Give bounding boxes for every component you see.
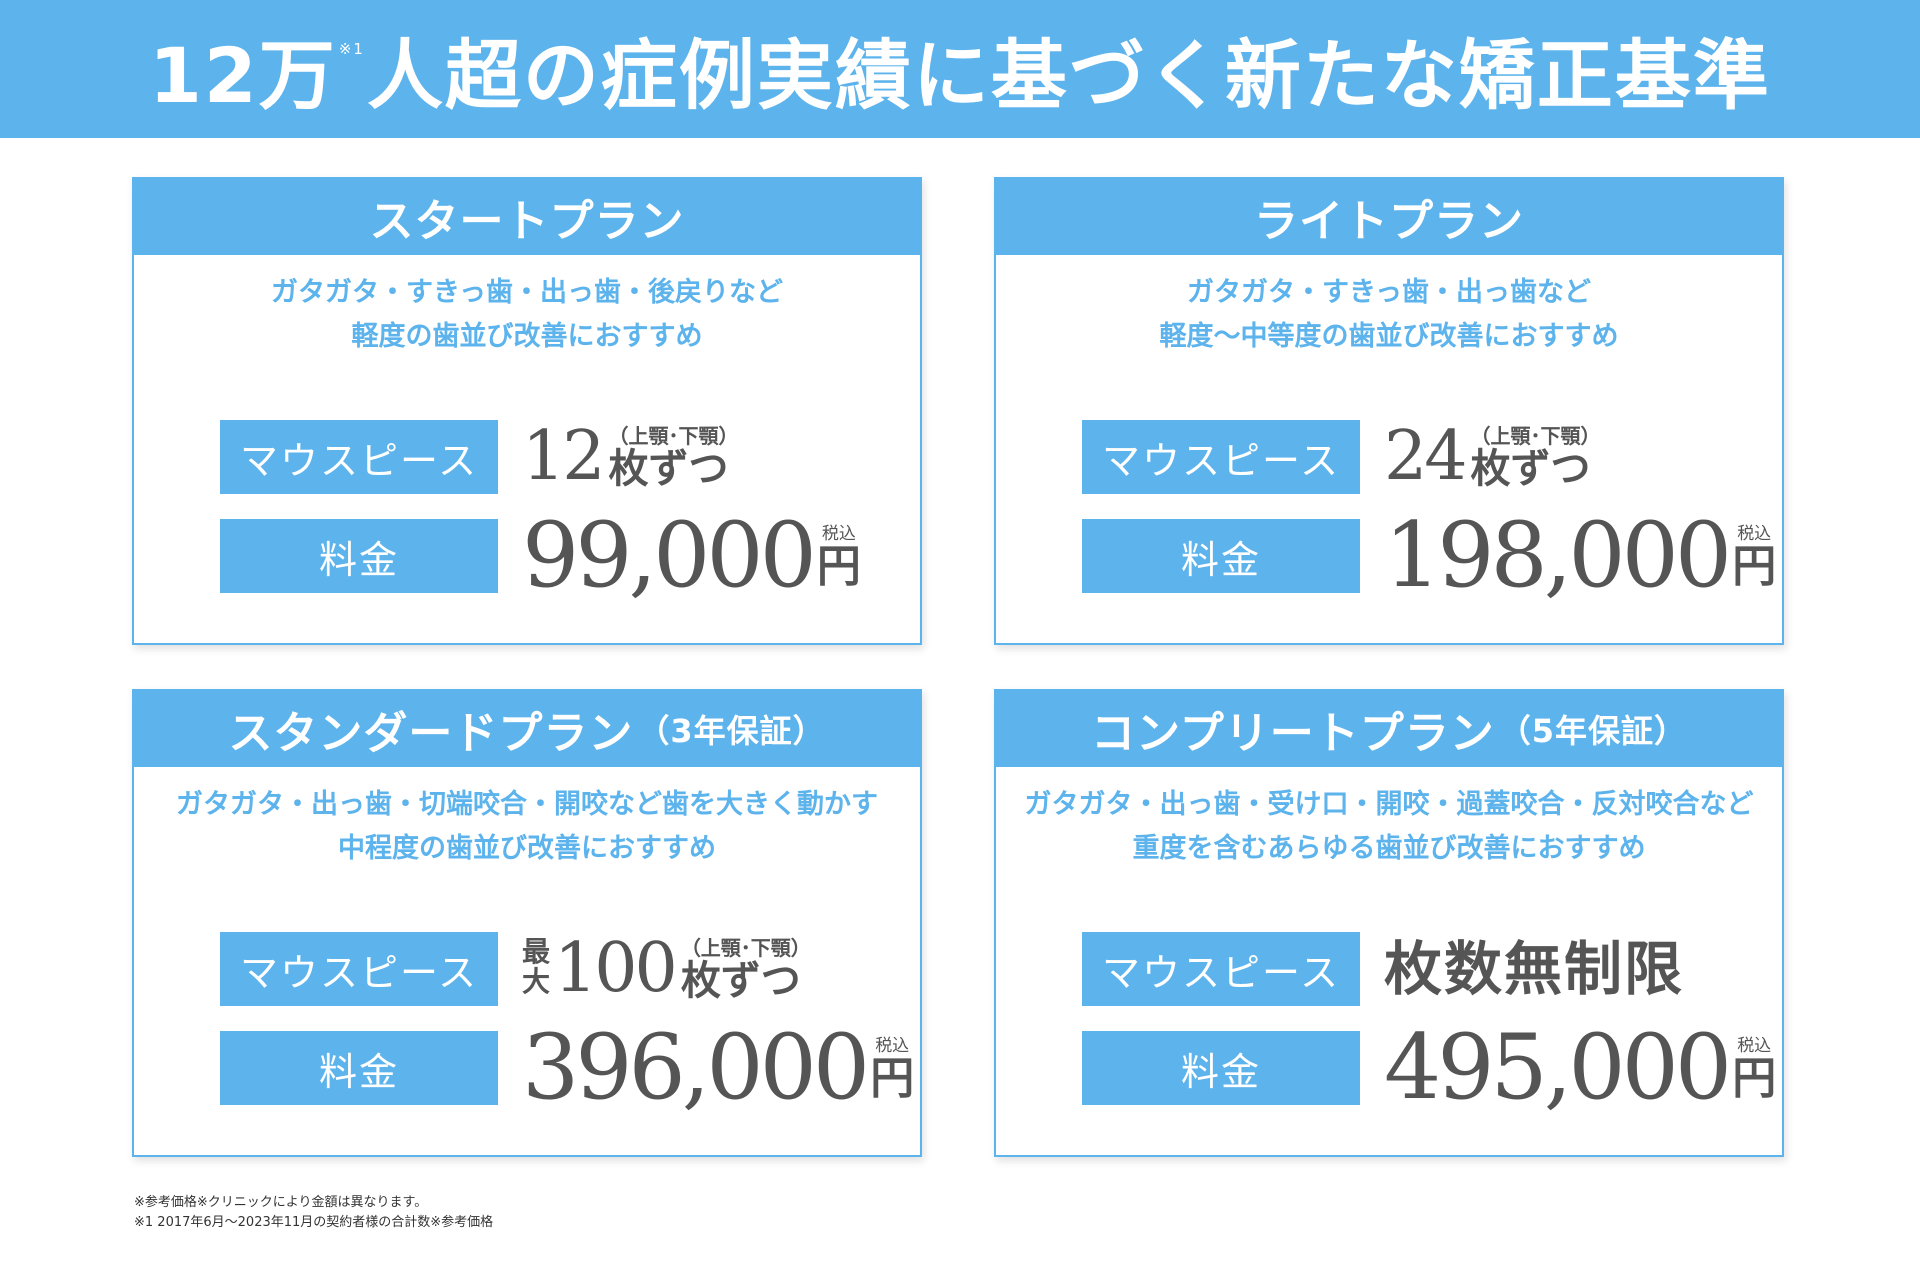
tax-note: 税込 bbox=[1737, 524, 1772, 544]
fee-label: 料金 bbox=[220, 519, 498, 593]
footnote-line: ※1 2017年6月〜2023年11月の契約者様の合計数※参考価格 bbox=[134, 1215, 494, 1230]
fee-row: 料金 99,000 税込円 bbox=[220, 503, 861, 608]
tax-note: 税込 bbox=[1737, 1036, 1772, 1056]
each-note: 枚ずつ bbox=[680, 958, 801, 1004]
footnote-line: ※参考価格※クリニックにより金額は異なります。 bbox=[134, 1195, 428, 1210]
jaw-note: （上顎･下顎） bbox=[608, 424, 739, 448]
page-title: 12万 ※1 人超の症例実績に基づく新たな矯正基準 bbox=[0, 0, 1920, 138]
mouthpiece-count: 24 bbox=[1384, 417, 1468, 496]
jaw-note: （上顎･下顎） bbox=[680, 936, 811, 960]
mouthpiece-count: 枚数無制限 bbox=[1384, 935, 1685, 1003]
mouthpiece-row: マウスピース 24 （上顎･下顎） 枚ずつ bbox=[1082, 420, 1601, 494]
each-note: 枚ずつ bbox=[1470, 446, 1591, 492]
yen-unit: 円 bbox=[816, 541, 861, 592]
mouthpiece-label: マウスピース bbox=[1082, 420, 1360, 494]
plan-title: スタートプラン bbox=[134, 179, 920, 255]
mouthpiece-count: 100 bbox=[554, 929, 678, 1008]
fee-row: 料金 198,000 税込円 bbox=[1082, 503, 1777, 608]
mouthpiece-row: マウスピース 12 （上顎･下顎） 枚ずつ bbox=[220, 420, 739, 494]
mouthpiece-label: マウスピース bbox=[220, 932, 498, 1006]
plan-description: ガタガタ・出っ歯・切端咬合・開咬など歯を大きく動かす 中程度の歯並び改善におすすめ bbox=[176, 789, 878, 864]
mouthpiece-row: マウスピース 枚数無制限 bbox=[1082, 932, 1684, 1006]
yen-unit: 円 bbox=[1732, 541, 1777, 592]
tax-note: 税込 bbox=[875, 1036, 910, 1056]
max-note: 最大 bbox=[522, 935, 551, 998]
jaw-note: （上顎･下顎） bbox=[1470, 424, 1601, 448]
price-value: 198,000 bbox=[1384, 503, 1732, 608]
plan-card-start: スタートプラン ガタガタ・すきっ歯・出っ歯・後戻りなど 軽度の歯並び改善におすすめ… bbox=[132, 177, 922, 645]
plan-title: コンプリートプラン （5年保証） bbox=[996, 691, 1782, 767]
plan-card-standard: スタンダードプラン （3年保証） ガタガタ・出っ歯・切端咬合・開咬など歯を大きく動… bbox=[132, 689, 922, 1157]
price-value: 396,000 bbox=[522, 1015, 870, 1120]
plan-card-light: ライトプラン ガタガタ・すきっ歯・出っ歯など 軽度〜中等度の歯並び改善におすすめ … bbox=[994, 177, 1784, 645]
warranty-note: （5年保証） bbox=[1498, 712, 1687, 750]
footnotes: ※参考価格※クリニックにより金額は異なります。 ※1 2017年6月〜2023年… bbox=[134, 1193, 493, 1233]
plan-title: スタンダードプラン （3年保証） bbox=[134, 691, 920, 767]
fee-row: 料金 396,000 税込円 bbox=[220, 1015, 915, 1120]
mouthpiece-count: 12 bbox=[522, 417, 606, 496]
warranty-note: （3年保証） bbox=[637, 712, 826, 750]
each-note: 枚ずつ bbox=[608, 446, 729, 492]
plan-description: ガタガタ・出っ歯・受け口・開咬・過蓋咬合・反対咬合など 重度を含むあらゆる歯並び改… bbox=[1024, 789, 1754, 864]
mouthpiece-row: マウスピース 最大 100 （上顎･下顎） 枚ずつ bbox=[220, 932, 811, 1006]
tax-note: 税込 bbox=[821, 524, 856, 544]
plan-card-complete: コンプリートプラン （5年保証） ガタガタ・出っ歯・受け口・開咬・過蓋咬合・反対咬… bbox=[994, 689, 1784, 1157]
mouthpiece-label: マウスピース bbox=[1082, 932, 1360, 1006]
title-footnote-mark: ※1 bbox=[338, 40, 365, 58]
yen-unit: 円 bbox=[1732, 1053, 1777, 1104]
price-value: 99,000 bbox=[522, 503, 817, 608]
plan-description: ガタガタ・すきっ歯・出っ歯・後戻りなど 軽度の歯並び改善におすすめ bbox=[271, 277, 783, 352]
fee-label: 料金 bbox=[1082, 519, 1360, 593]
price-value: 495,000 bbox=[1384, 1015, 1732, 1120]
fee-label: 料金 bbox=[1082, 1031, 1360, 1105]
fee-label: 料金 bbox=[220, 1031, 498, 1105]
plan-description: ガタガタ・すきっ歯・出っ歯など 軽度〜中等度の歯並び改善におすすめ bbox=[1159, 277, 1619, 352]
yen-unit: 円 bbox=[870, 1053, 915, 1104]
mouthpiece-label: マウスピース bbox=[220, 420, 498, 494]
fee-row: 料金 495,000 税込円 bbox=[1082, 1015, 1777, 1120]
plan-title: ライトプラン bbox=[996, 179, 1782, 255]
